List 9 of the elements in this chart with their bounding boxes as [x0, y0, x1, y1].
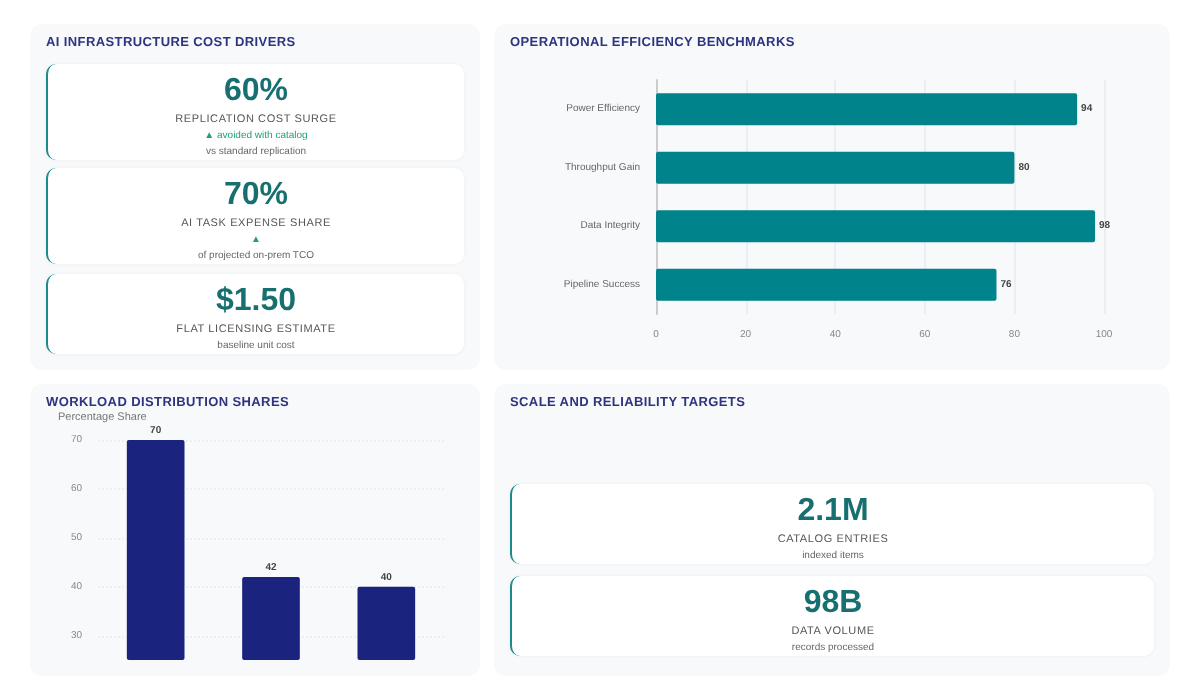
- bar: [656, 93, 1078, 126]
- bar: [656, 268, 997, 301]
- text: 2.1M: [797, 494, 869, 528]
- text: 70%: [223, 178, 289, 212]
- text: 98B: [803, 586, 863, 620]
- text: 60%: [223, 74, 289, 108]
- text: $1.50: [215, 284, 297, 318]
- bar: [656, 151, 1015, 184]
- bar: [656, 210, 1096, 243]
